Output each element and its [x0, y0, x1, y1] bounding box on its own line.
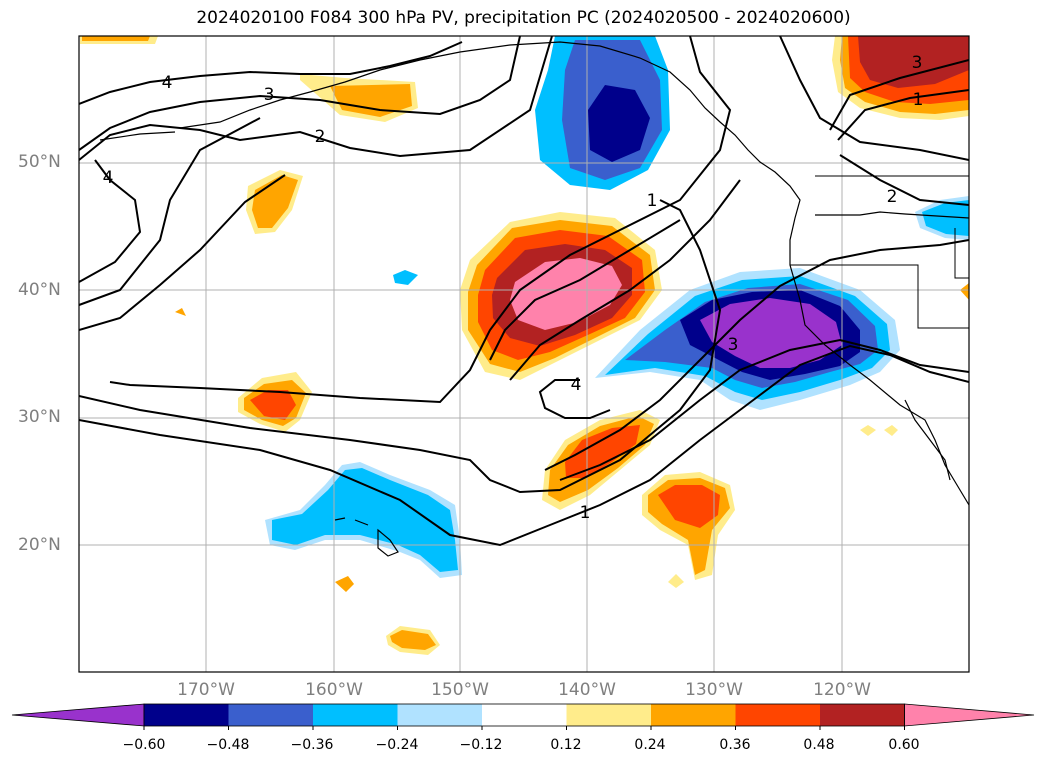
contour-label: 4 — [571, 375, 582, 395]
contour-label: 3 — [728, 335, 739, 355]
coastline-islands — [99, 131, 176, 141]
colorbar — [11, 703, 1035, 730]
contour-labels: 4 3 2 4 1 2 3 4 1 3 1 — [103, 53, 924, 523]
border-states — [954, 228, 969, 279]
colorbar-segment — [313, 704, 398, 726]
plot-frame — [78, 35, 970, 673]
precip-fields — [80, 36, 969, 655]
longitude-label: 160°W — [305, 680, 363, 700]
contour-label: 1 — [580, 503, 591, 523]
pv-contour-inner — [509, 179, 741, 381]
contour-label: 2 — [315, 127, 326, 147]
colorbar-segment — [144, 704, 229, 726]
pv-contour-2-northeast — [839, 154, 969, 206]
pv-contour-1 — [79, 199, 722, 494]
pv-contour-ne-upper — [779, 36, 969, 161]
colorbar-tick: −0.36 — [290, 737, 334, 753]
precip-field-orange — [250, 390, 296, 420]
contour-label: 4 — [162, 73, 173, 93]
colorbar-tick: −0.48 — [206, 737, 250, 753]
colorbar-segment — [228, 704, 314, 726]
gridlines — [79, 36, 969, 672]
colorbar-frame — [143, 703, 905, 727]
colorbar-extension-min — [11, 703, 145, 727]
precip-field-blue-small — [393, 270, 418, 285]
pv-contour-2-east — [544, 239, 969, 471]
colorbar-tick: 0.36 — [719, 737, 751, 753]
map-title: 2024020100 F084 300 hPa PV, precipitatio… — [196, 8, 851, 28]
precip-field-negative — [700, 298, 842, 368]
contour-label: 3 — [264, 85, 275, 105]
longitude-label: 150°W — [431, 680, 489, 700]
pv-contour-wide — [109, 36, 732, 404]
precip-field-blue — [588, 85, 650, 162]
contour-label: 1 — [647, 191, 658, 211]
longitude-label: 170°W — [177, 680, 235, 700]
pv-contour-1-south — [79, 344, 969, 547]
precip-field-orange — [330, 84, 412, 117]
longitude-label: 140°W — [558, 680, 616, 700]
pv-contour-1-northeast — [837, 89, 969, 141]
precip-field-small — [335, 576, 354, 592]
colorbar-tick: 0.24 — [634, 737, 666, 753]
colorbar-segment — [397, 704, 483, 726]
precip-field-small — [860, 425, 876, 436]
precip-field-tl — [82, 36, 150, 41]
precip-field-orange — [252, 175, 298, 228]
colorbar-tick: 0.60 — [888, 737, 920, 753]
pv-contour-4 — [79, 41, 463, 105]
coastline-cascades — [815, 211, 969, 219]
latitude-label: 30°N — [18, 407, 61, 427]
colorbar-tick: −0.12 — [459, 737, 503, 753]
contour-label: 1 — [913, 90, 924, 110]
pv-contour-outer — [79, 117, 261, 306]
colorbar-tick: 0.12 — [550, 737, 582, 753]
pv-contour-3-east — [559, 338, 969, 481]
pv-contour-3 — [79, 36, 521, 151]
pv-contour-1-northeast — [829, 59, 969, 131]
precip-field-positive-tr — [858, 36, 969, 88]
precip-field-orange — [390, 630, 436, 650]
pv-contour-2 — [79, 36, 553, 161]
pv-contour-4-loop — [538, 379, 611, 419]
latitude-label: 20°N — [18, 535, 61, 555]
coastline-hawaii — [334, 517, 399, 557]
colorbar-tick: −0.60 — [122, 737, 166, 753]
colorbar-tick: 0.48 — [803, 737, 835, 753]
colorbar-tick: −0.24 — [375, 737, 419, 753]
pv-contour-inner — [489, 219, 681, 361]
pv-contours — [79, 36, 969, 547]
colorbar-segment — [651, 704, 736, 726]
coastline-alaska — [179, 41, 969, 506]
contour-label: 2 — [887, 187, 898, 207]
latitude-label: 50°N — [18, 152, 61, 172]
latitude-label: 40°N — [18, 280, 61, 300]
colorbar-segment — [566, 704, 652, 726]
precip-field-blue — [922, 200, 969, 236]
coastlines — [99, 41, 969, 557]
coastline-baja — [904, 399, 951, 481]
pv-contour-outer — [79, 174, 286, 331]
contour-label: 4 — [103, 168, 114, 188]
longitude-label: 120°W — [813, 680, 871, 700]
colorbar-segment — [735, 704, 821, 726]
precip-field-positive — [658, 485, 720, 528]
pv-contour-4-left — [79, 159, 142, 283]
colorbar-segment — [482, 704, 567, 726]
precip-field-small — [175, 308, 186, 316]
precip-field-small — [960, 283, 969, 300]
precip-field-positive — [565, 425, 640, 478]
precip-field-blue-hawaii — [272, 468, 458, 572]
colorbar-segment — [820, 704, 905, 726]
precip-field-small — [668, 574, 684, 588]
longitude-label: 130°W — [685, 680, 743, 700]
political-borders — [790, 175, 969, 329]
border-states — [790, 264, 969, 329]
colorbar-extension-max — [904, 703, 1035, 727]
precip-field-small — [884, 425, 898, 436]
contour-label: 3 — [912, 53, 923, 73]
